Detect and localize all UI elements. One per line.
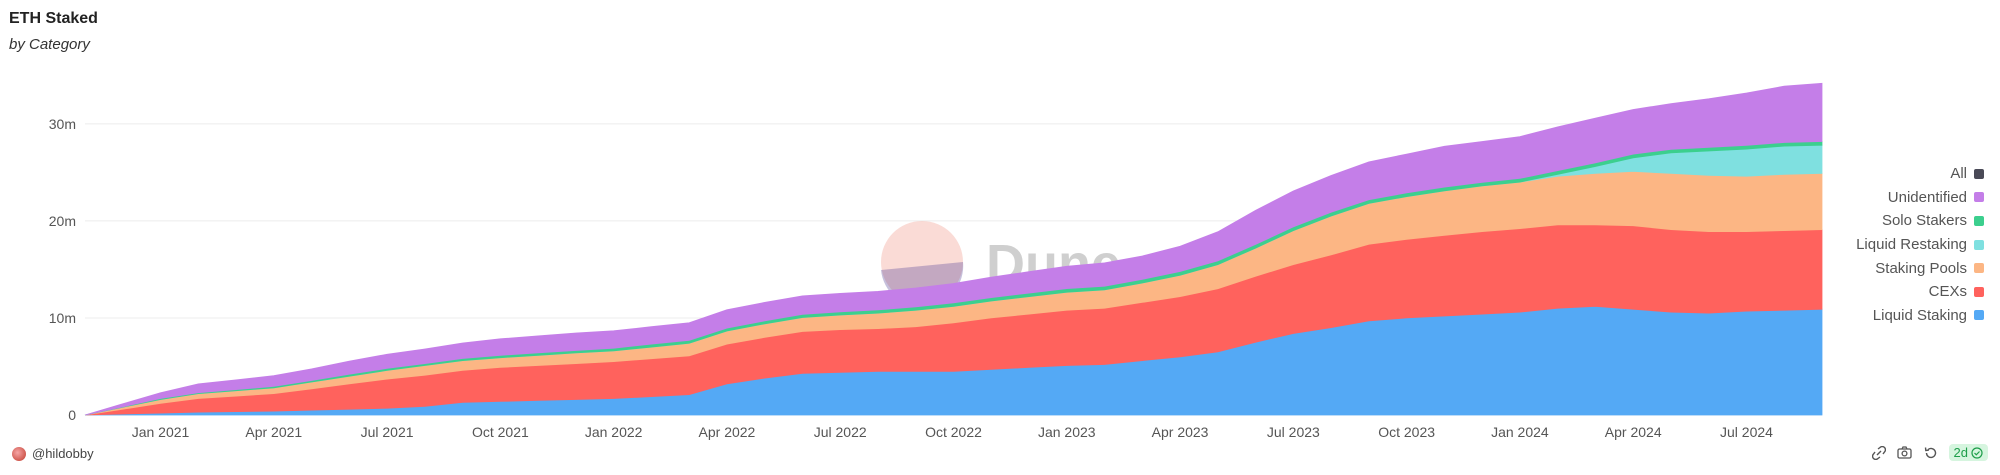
y-tick-label: 20m: [49, 213, 76, 229]
x-tick-label: Jan 2021: [132, 424, 190, 440]
legend-item-unidentified[interactable]: Unidentified: [1856, 186, 1984, 210]
chart-title: ETH Staked: [9, 10, 98, 27]
legend-item-staking-pools[interactable]: Staking Pools: [1856, 256, 1984, 280]
avatar: [12, 446, 26, 461]
camera-icon[interactable]: [1897, 445, 1913, 461]
author-handle: @hildobby: [32, 446, 94, 461]
link-icon[interactable]: [1871, 445, 1887, 461]
legend-item-liquid-restaking[interactable]: Liquid Restaking: [1856, 233, 1984, 257]
x-tick-label: Jul 2023: [1267, 424, 1320, 440]
y-axis-ticks: 0 10m 20m 30m: [49, 116, 76, 423]
legend-label: CEXs: [1928, 283, 1967, 301]
legend-swatch: [1974, 215, 1984, 226]
x-tick-label: Jul 2021: [361, 424, 414, 440]
refresh-icon[interactable]: [1923, 445, 1939, 461]
legend-swatch: [1974, 310, 1984, 321]
x-tick-label: Jan 2024: [1491, 424, 1549, 440]
area-unidentified[interactable]: [84, 82, 1823, 416]
legend-item-liquid-staking[interactable]: Liquid Staking: [1856, 304, 1984, 328]
x-tick-label: Apr 2024: [1605, 424, 1662, 440]
x-tick-label: Jul 2022: [814, 424, 867, 440]
author-credit[interactable]: @hildobby: [12, 446, 94, 461]
legend-swatch: [1974, 168, 1984, 179]
y-tick-label: 10m: [49, 310, 76, 326]
check-circle-icon: [1971, 446, 1983, 459]
legend-label: Staking Pools: [1875, 259, 1967, 277]
legend-item-solo-stakers[interactable]: Solo Stakers: [1856, 209, 1984, 233]
chart-toolbar: 2d: [1871, 444, 1988, 461]
x-tick-label: Oct 2023: [1378, 424, 1435, 440]
legend-swatch: [1974, 263, 1984, 274]
freshness-badge[interactable]: 2d: [1948, 444, 1988, 461]
legend-item-all[interactable]: All: [1856, 162, 1984, 186]
x-tick-label: Jul 2024: [1720, 424, 1773, 440]
legend-item-cexs[interactable]: CEXs: [1856, 280, 1984, 304]
x-tick-label: Oct 2022: [925, 424, 982, 440]
legend-swatch: [1974, 239, 1984, 250]
legend-label: Liquid Staking: [1872, 306, 1967, 324]
x-tick-label: Apr 2023: [1152, 424, 1209, 440]
chart-legend: All Unidentified Solo Stakers Liquid Restak…: [1856, 162, 1984, 327]
legend-label: Unidentified: [1887, 188, 1967, 206]
legend-swatch: [1974, 192, 1984, 203]
y-tick-label: 0: [68, 407, 76, 423]
x-axis-ticks: Jan 2021 Apr 2021 Jul 2021 Oct 2021 Jan 2022…: [132, 424, 1773, 440]
x-tick-label: Apr 2021: [245, 424, 302, 440]
y-tick-label: 30m: [49, 116, 76, 132]
x-tick-label: Apr 2022: [699, 424, 756, 440]
legend-swatch: [1974, 286, 1984, 297]
x-tick-label: Jan 2023: [1038, 424, 1096, 440]
watermark-logo: [881, 221, 963, 303]
legend-label: Solo Stakers: [1881, 212, 1967, 230]
freshness-label: 2d: [1953, 445, 1968, 460]
legend-label: All: [1950, 165, 1967, 183]
series-areas: [84, 82, 1823, 416]
chart-subtitle: by Category: [9, 36, 90, 53]
x-tick-label: Jan 2022: [585, 424, 643, 440]
legend-label: Liquid Restaking: [1856, 236, 1967, 254]
x-tick-label: Oct 2021: [472, 424, 529, 440]
